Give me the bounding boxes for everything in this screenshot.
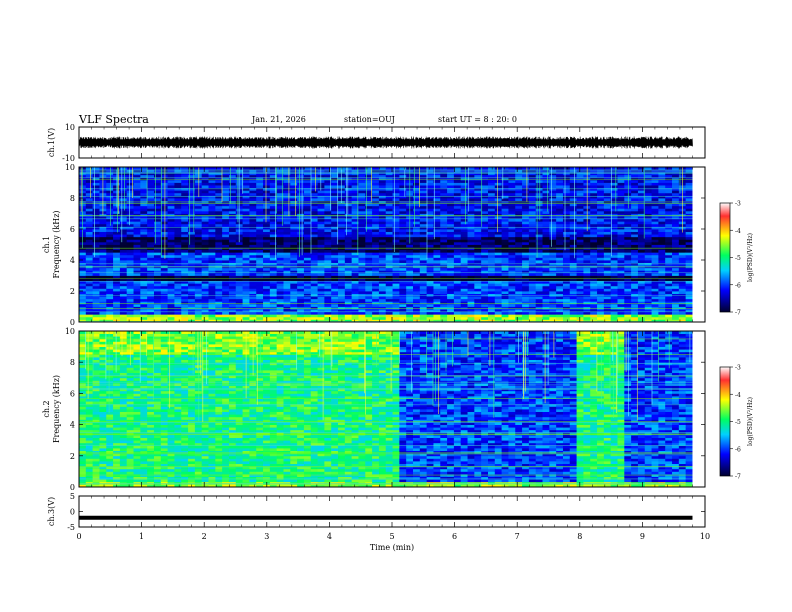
ch1-colorbar-tick-label: -6	[735, 282, 741, 289]
ch1-colorbar-tick-label: -5	[735, 255, 741, 262]
x-tick-label: 5	[389, 532, 394, 541]
ch1-spectrogram-y-label: ch.1	[42, 236, 51, 253]
start-time-label: start UT = 8 : 20: 0	[438, 115, 517, 124]
ch2-spectrogram-y-label: Frequency (kHz)	[52, 375, 61, 443]
ch1-colorbar-tick-label: -3	[735, 201, 741, 208]
ch1-colorbar-label: log(PSD)(V²/Hz)	[747, 233, 754, 282]
ch2-spectrogram	[79, 331, 705, 488]
ch2-colorbar-tick-label: -5	[735, 419, 741, 426]
ch2-colorbar-tick-label: -7	[735, 474, 741, 481]
ch2-colorbar-tick-label: -6	[735, 446, 741, 453]
ch1-spectrogram-y-tick-label: 4	[70, 256, 75, 265]
ch1-colorbar-tick-label: -7	[735, 310, 741, 317]
ch3-waveform-y-label: ch.3(V)	[47, 497, 56, 526]
x-tick-label: 2	[202, 532, 207, 541]
ch1-colorbar	[719, 202, 731, 313]
ch2-colorbar-label: log(PSD)(V²/Hz)	[747, 397, 754, 446]
ch3-waveform-y-tick-label: 0	[70, 508, 75, 517]
x-tick-label: 9	[640, 532, 645, 541]
ch1-waveform-y-label: ch.1(V)	[47, 128, 56, 157]
ch3-waveform-y-tick-label: 5	[70, 492, 75, 501]
ch2-colorbar-tick-label: -3	[735, 365, 741, 372]
ch2-spectrogram-y-tick-label: 0	[70, 483, 75, 492]
x-tick-label: 1	[139, 532, 144, 541]
ch1-spectrogram	[79, 167, 705, 323]
ch2-spectrogram-y-tick-label: 2	[70, 452, 75, 461]
x-axis-label: Time (min)	[370, 543, 414, 552]
x-tick-label: 6	[452, 532, 457, 541]
ch1-spectrogram-y-tick-label: 0	[70, 318, 75, 327]
ch1-spectrogram-y-label: Frequency (kHz)	[52, 210, 61, 278]
ch1-waveform-y-tick-label: 10	[65, 123, 75, 132]
ch1-spectrogram-y-tick-label: 6	[70, 225, 75, 234]
x-tick-label: 8	[577, 532, 582, 541]
ch1-spectrogram-y-tick-label: 10	[65, 163, 75, 172]
x-tick-label: 3	[264, 532, 269, 541]
ch1-spectrogram-y-tick-label: 2	[70, 287, 75, 296]
x-tick-label: 10	[700, 532, 710, 541]
ch2-colorbar-tick-label: -4	[735, 392, 741, 399]
station-label: station=OUJ	[344, 115, 395, 124]
x-tick-label: 0	[76, 532, 81, 541]
ch1-colorbar-tick-label: -4	[735, 228, 741, 235]
ch1-spectrogram-y-tick-label: 8	[70, 194, 75, 203]
ch3-waveform-y-tick-label: -5	[67, 523, 75, 532]
ch2-spectrogram-y-tick-label: 6	[70, 389, 75, 398]
x-tick-label: 4	[327, 532, 332, 541]
ch1-waveform-y-tick-label: -10	[62, 154, 75, 163]
ch2-spectrogram-y-tick-label: 8	[70, 358, 75, 367]
x-tick-label: 7	[515, 532, 520, 541]
ch2-colorbar	[719, 366, 731, 477]
ch1-waveform-line	[78, 136, 693, 149]
chart-title: VLF Spectra	[79, 113, 149, 126]
ch2-spectrogram-y-label: ch.2	[42, 400, 51, 417]
ch2-spectrogram-y-tick-label: 4	[70, 421, 75, 430]
date-label: Jan. 21, 2026	[252, 115, 306, 124]
ch2-spectrogram-y-tick-label: 10	[65, 327, 75, 336]
